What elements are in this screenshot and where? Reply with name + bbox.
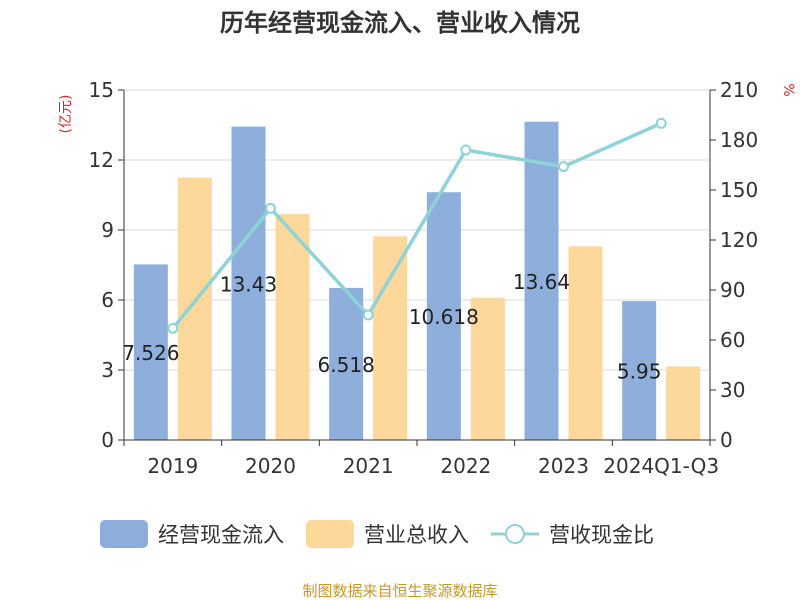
- bar-revenue: [373, 236, 408, 440]
- ratio-point: [460, 144, 472, 156]
- bar-data-label: 13.43: [220, 272, 277, 296]
- bar-revenue: [177, 177, 212, 440]
- legend-label: 营收现金比: [549, 523, 654, 547]
- data-labels: 7.526 13.43 6.518 10.618 13.64 5.95: [122, 270, 661, 384]
- ratio-point: [558, 161, 569, 173]
- x-tick-label: 2023: [538, 454, 589, 478]
- bar-cash-inflow: [329, 287, 364, 440]
- left-tick-label: 0: [101, 428, 114, 452]
- bar-cash-inflow: [231, 126, 266, 440]
- left-tick-label: 15: [89, 78, 114, 102]
- right-axis-unit: %: [780, 83, 796, 96]
- x-tick-label: 2021: [343, 454, 394, 478]
- left-axis-unit: (亿元): [58, 95, 74, 134]
- x-tick-label: 2024Q1-Q3: [603, 454, 719, 478]
- ratio-point: [167, 322, 179, 334]
- bar-data-label: 7.526: [122, 341, 179, 365]
- ratio-point: [265, 202, 276, 214]
- x-tick-label: 2022: [440, 454, 491, 478]
- source-note: 制图数据来自恒生聚源数据库: [302, 582, 497, 600]
- right-tick-label: 210: [720, 78, 758, 102]
- ratio-point: [362, 309, 374, 321]
- legend-swatch: [306, 520, 354, 548]
- ratio-line-path: [171, 121, 662, 330]
- right-tick-label: 180: [720, 128, 758, 152]
- right-tick-label: 120: [720, 228, 758, 252]
- chart-title: 历年经营现金流入、营业收入情况: [220, 9, 580, 37]
- bar-revenue: [275, 214, 310, 440]
- x-tick-label: 2020: [245, 454, 296, 478]
- legend: 经营现金流入 营业总收入 营收现金比: [100, 520, 654, 548]
- bar-cash-inflow: [426, 192, 461, 440]
- left-tick-label: 9: [101, 218, 114, 242]
- right-tick-label: 0: [720, 428, 733, 452]
- ratio-line: [167, 117, 667, 334]
- axes: [118, 89, 716, 446]
- bar-data-label: 6.518: [318, 353, 375, 377]
- legend-label: 经营现金流入: [158, 523, 284, 547]
- left-tick-label: 12: [89, 148, 114, 172]
- right-tick-label: 150: [720, 178, 758, 202]
- left-tick-label: 6: [101, 288, 114, 312]
- legend-line-marker: [505, 524, 525, 544]
- right-tick-label: 30: [720, 378, 745, 402]
- bar-cash-inflow: [524, 121, 559, 440]
- right-tick-label: 90: [720, 278, 745, 302]
- left-tick-label: 3: [101, 358, 114, 382]
- bar-revenue: [666, 366, 701, 440]
- bar-data-label: 13.64: [513, 270, 570, 294]
- bars: [133, 121, 701, 440]
- bar-data-label: 10.618: [409, 305, 479, 329]
- bar-cash-inflow: [133, 264, 168, 440]
- bar-revenue: [568, 246, 603, 440]
- right-tick-label: 60: [720, 328, 745, 352]
- legend-label: 营业总收入: [364, 523, 469, 547]
- bar-revenue: [470, 297, 505, 440]
- ratio-point: [655, 117, 667, 129]
- legend-swatch: [100, 520, 148, 548]
- bar-data-label: 5.95: [617, 360, 662, 384]
- bar-cash-inflow: [622, 301, 657, 440]
- x-tick-label: 2019: [147, 454, 198, 478]
